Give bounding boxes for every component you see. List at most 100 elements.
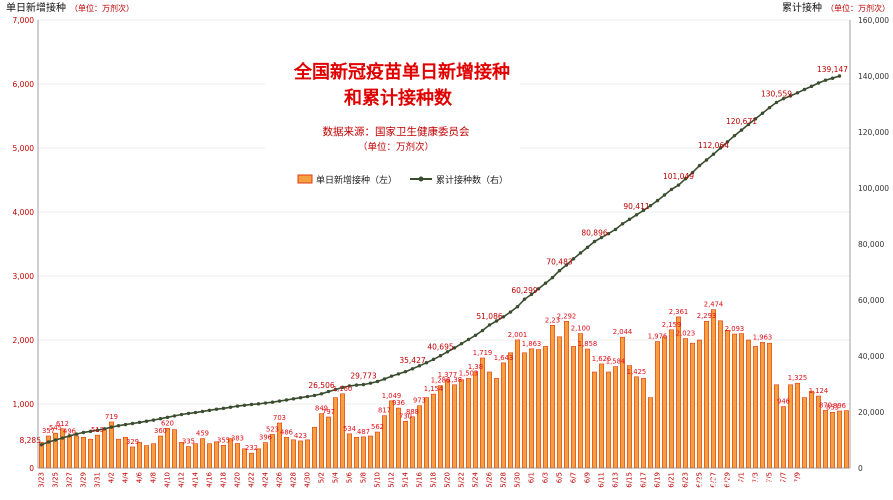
daily-bar <box>298 440 303 469</box>
cumulative-point <box>767 105 772 110</box>
daily-value-label: 2,100 <box>571 325 590 333</box>
daily-value-label: 620 <box>161 419 174 427</box>
x-tick-label: 4/30 <box>304 472 312 488</box>
cumulative-point <box>319 392 324 396</box>
cumulative-point <box>158 417 163 421</box>
daily-value-label: 888 <box>406 408 419 416</box>
daily-bar <box>550 324 555 469</box>
right-tick-label: 0 <box>858 464 863 473</box>
cumulative-point <box>235 404 240 408</box>
cumulative-point <box>711 152 716 156</box>
cumulative-point <box>529 292 534 297</box>
cumulative-value-label: 90,411 <box>623 202 649 211</box>
cumulative-point <box>424 361 429 365</box>
daily-bar <box>725 330 730 469</box>
cumulative-point <box>242 403 247 407</box>
left-tick-label: 2,000 <box>13 336 35 345</box>
cumulative-point <box>487 323 492 327</box>
daily-value-label: 1,584 <box>606 358 625 366</box>
legend-bar-label: 单日新增接种（左） <box>316 174 397 186</box>
daily-value-label: 973 <box>413 397 426 405</box>
daily-bar <box>214 441 219 469</box>
cumulative-point <box>396 372 401 376</box>
right-tick-label: 40,000 <box>858 352 884 361</box>
legend: 单日新增接种（左） 累计接种数（右） <box>297 174 508 186</box>
daily-bar <box>284 436 289 469</box>
x-tick-label: 3/27 <box>66 472 74 488</box>
daily-bar <box>130 446 135 469</box>
daily-bar <box>718 320 723 469</box>
cumulative-point <box>67 434 72 438</box>
daily-value-label: 1,377 <box>438 371 457 379</box>
cumulative-point <box>725 140 730 144</box>
daily-value-label: 853 <box>826 403 839 411</box>
x-tick-label: 4/18 <box>220 472 228 488</box>
cumulative-point <box>88 429 93 434</box>
cumulative-point <box>354 383 359 387</box>
daily-bar <box>249 452 254 469</box>
daily-value-label: 2,093 <box>725 325 744 333</box>
x-tick-label: 6/23 <box>682 472 690 488</box>
daily-bar <box>522 352 527 469</box>
daily-value-label: 719 <box>105 413 118 421</box>
cumulative-point <box>732 133 737 138</box>
daily-value-label: 612 <box>56 420 69 428</box>
cumulative-value-label: 112,064 <box>698 141 729 150</box>
x-tick-label: 6/7 <box>570 472 578 483</box>
cumulative-point <box>676 183 681 187</box>
cumulative-point <box>193 410 198 415</box>
cumulative-value-label: 29,773 <box>350 372 376 381</box>
daily-value-label: 496 <box>63 427 76 435</box>
cumulative-point <box>312 393 317 398</box>
daily-bar <box>613 366 618 469</box>
daily-value-label: 1,863 <box>522 340 541 348</box>
x-tick-label: 5/12 <box>388 472 396 488</box>
daily-bar <box>291 439 296 469</box>
cumulative-value-label: 40,695 <box>427 343 453 352</box>
daily-bar <box>179 442 184 469</box>
x-tick-label: 6/3 <box>542 472 550 483</box>
cumulative-point <box>165 415 170 420</box>
cumulative-point <box>95 428 100 432</box>
cumulative-point <box>606 231 611 236</box>
daily-value-label: 870 <box>819 401 832 409</box>
daily-value-label: 534 <box>343 425 356 433</box>
legend-bar-swatch <box>297 174 313 184</box>
x-tick-label: 5/6 <box>346 471 354 483</box>
cumulative-point <box>452 346 457 350</box>
daily-bar <box>837 410 842 469</box>
daily-bar <box>459 379 464 469</box>
daily-bar <box>543 346 548 469</box>
daily-value-label: 730 <box>399 412 412 420</box>
x-tick-label: 4/6 <box>136 471 144 483</box>
x-tick-label: 6/9 <box>584 472 592 483</box>
daily-value-label: 1,719 <box>473 349 492 357</box>
daily-bar <box>704 320 709 469</box>
cumulative-value-label: 51,086 <box>476 312 502 321</box>
cumulative-point <box>431 357 436 362</box>
cumulative-point <box>417 364 422 368</box>
x-tick-label: 4/14 <box>192 471 200 487</box>
cumulative-point <box>802 87 807 92</box>
cumulative-point <box>655 198 660 203</box>
cumulative-value-label: 70,483 <box>546 258 572 267</box>
cumulative-point <box>823 78 828 82</box>
cumulative-point <box>368 381 373 385</box>
left-tick-label: 6,000 <box>13 80 35 89</box>
daily-bar <box>466 378 471 469</box>
daily-bar <box>690 342 695 469</box>
x-tick-label: 3/23 <box>38 472 46 488</box>
cumulative-point <box>809 84 814 89</box>
cumulative-point <box>151 418 156 422</box>
right-tick-label: 60,000 <box>858 296 884 305</box>
cumulative-point <box>186 411 191 416</box>
cumulative-point <box>550 275 555 280</box>
daily-bar <box>137 442 142 469</box>
daily-value-label: 817 <box>378 407 391 415</box>
x-tick-label: 6/29 <box>724 472 732 488</box>
x-tick-label: 3/29 <box>80 472 88 488</box>
daily-value-label: 1,124 <box>809 387 828 395</box>
daily-value-label: 2,159 <box>662 321 681 329</box>
cumulative-point <box>333 387 338 392</box>
cumulative-point <box>389 374 394 378</box>
